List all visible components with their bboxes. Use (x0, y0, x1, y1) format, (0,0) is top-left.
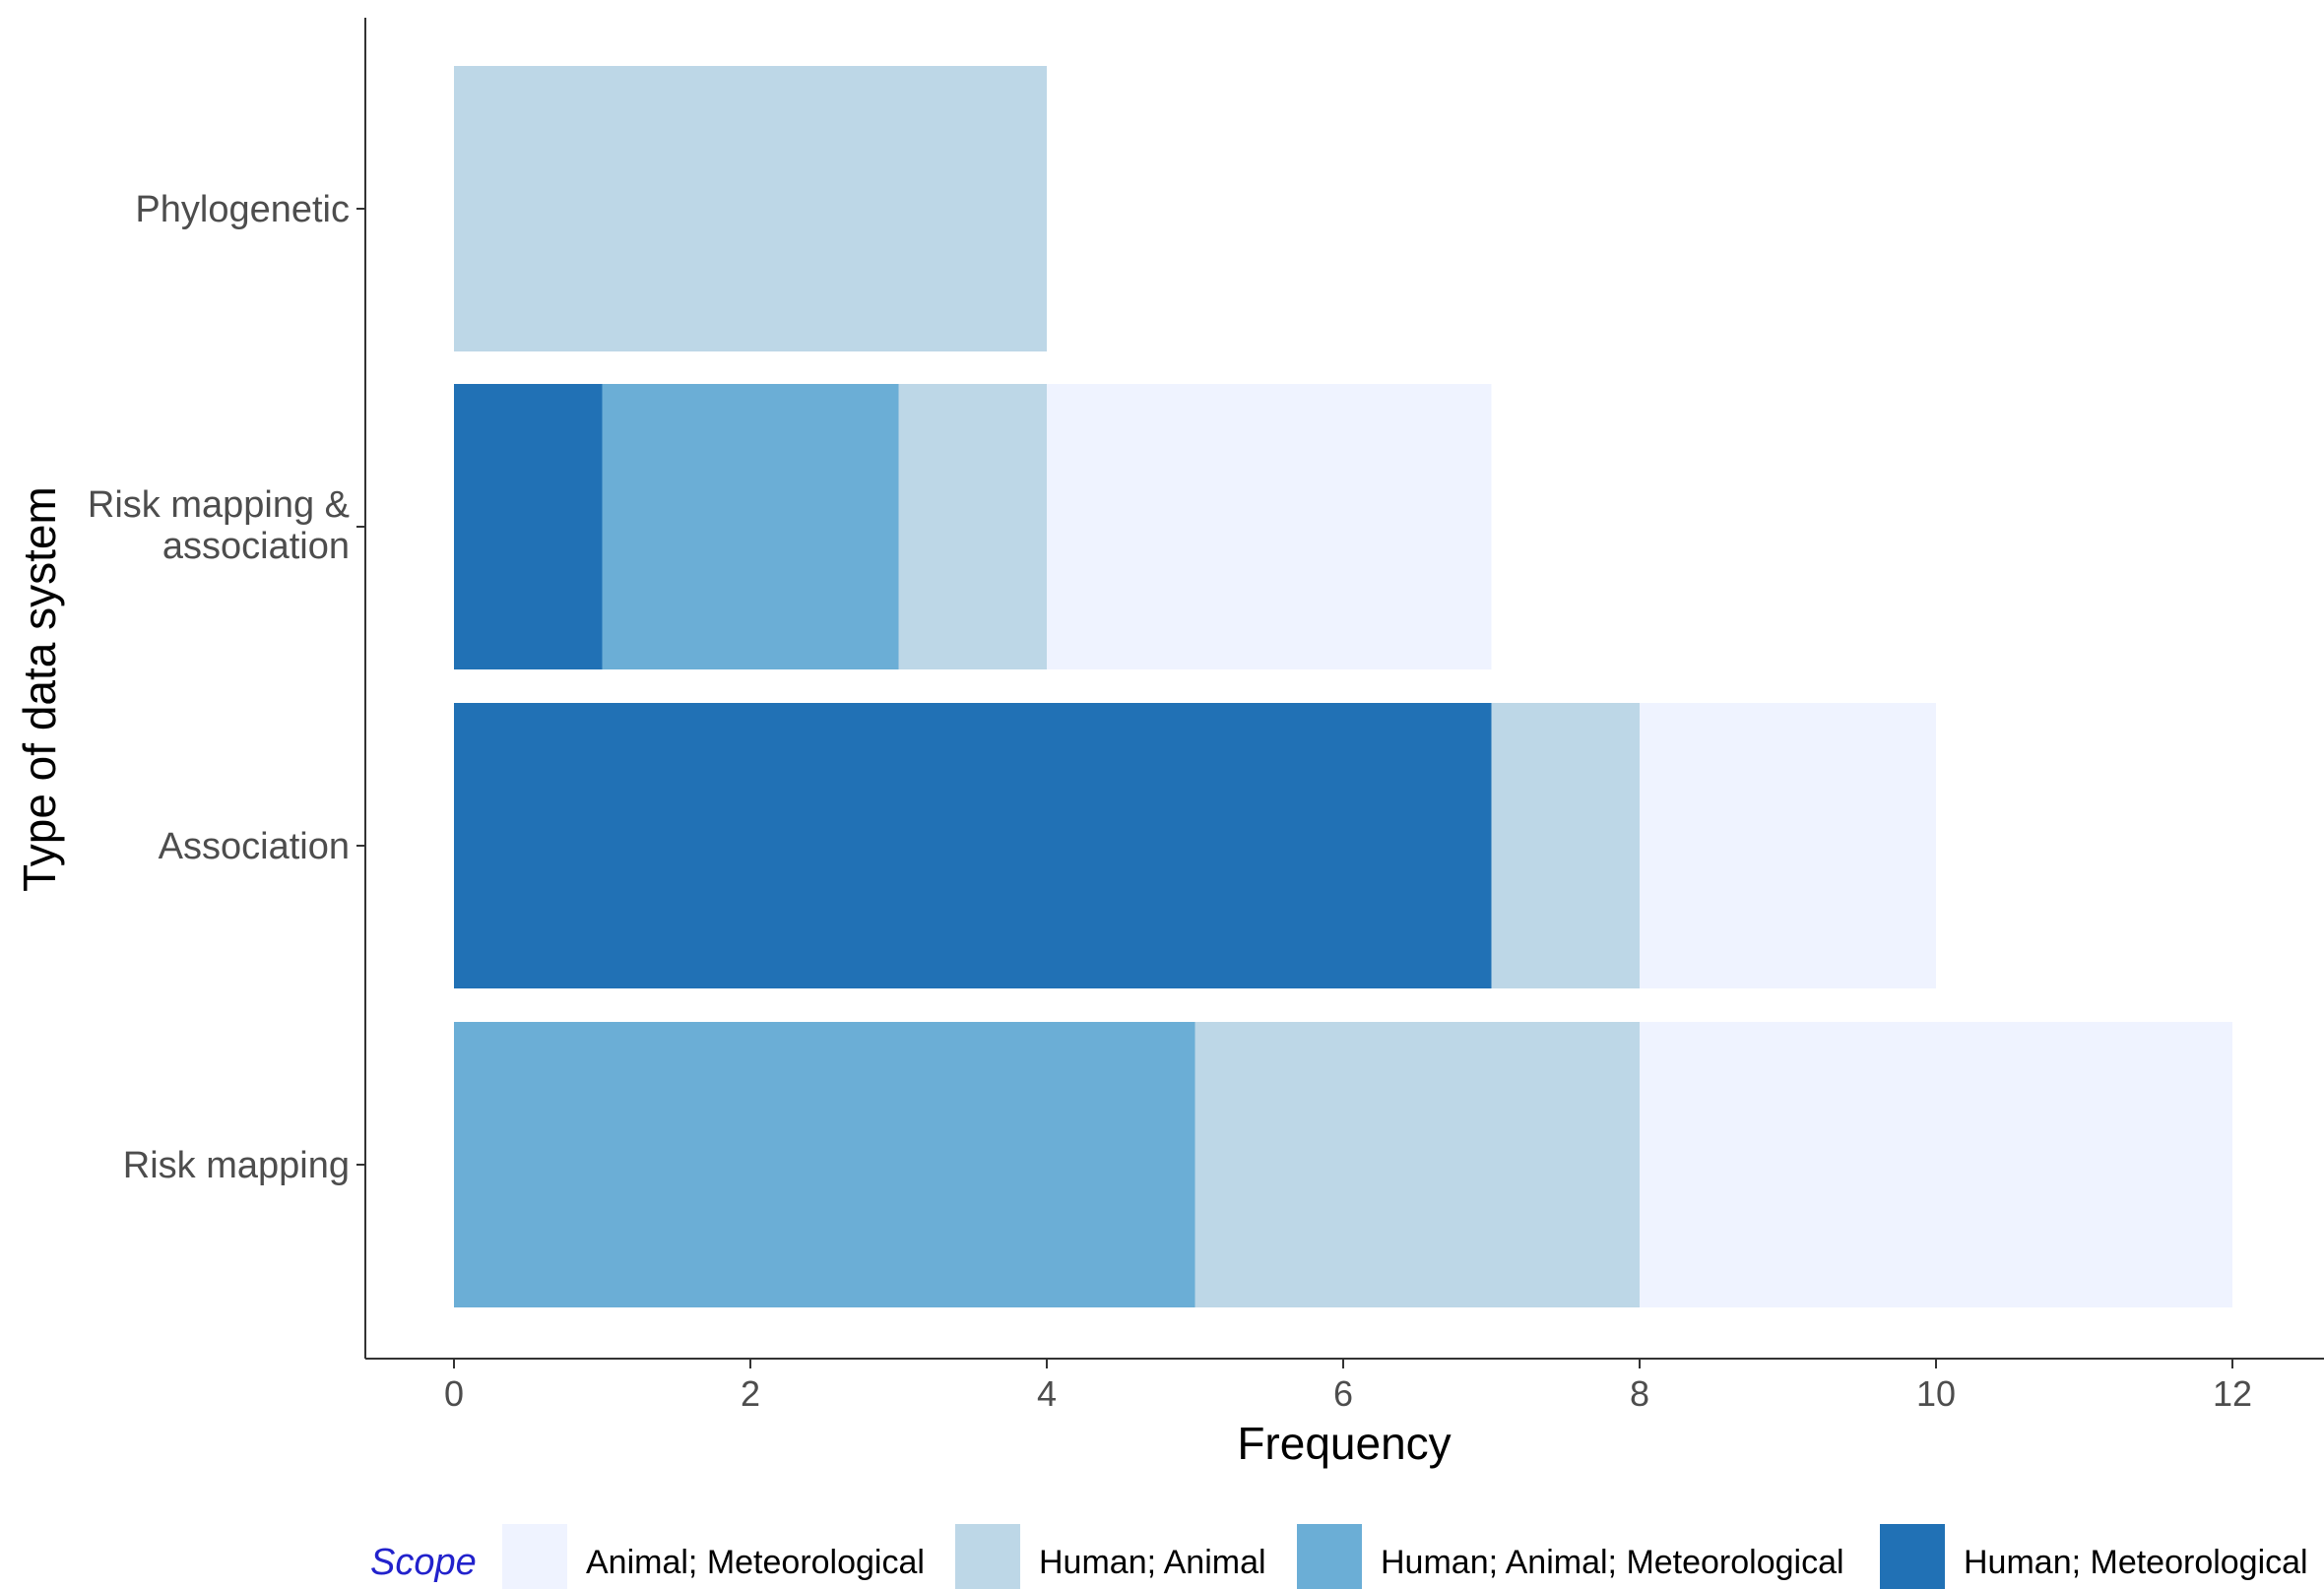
bar-segment (454, 384, 603, 669)
y-axis-title: Type of data system (14, 486, 65, 892)
y-tick-label: Phylogenetic (135, 189, 350, 230)
bar-segment (1047, 384, 1492, 669)
x-tick-label: 10 (1916, 1373, 1956, 1414)
legend: Scope Animal; Meteorological Human; Anima… (370, 1524, 2308, 1589)
y-tick-label-line: Risk mapping & (88, 484, 350, 526)
legend-title: Scope (370, 1542, 477, 1583)
bar-segment (454, 1022, 1195, 1307)
bar-segment (454, 66, 1047, 351)
x-tick-label: 4 (1037, 1373, 1057, 1414)
y-ticks-layer: Phylogenetic Risk mapping & association Ass… (88, 189, 365, 1186)
bar-segment (1194, 1022, 1640, 1307)
legend-label: Human; Animal; Meteorological (1381, 1544, 1844, 1581)
y-tick-label: Risk mapping & association (88, 484, 350, 567)
legend-key (1297, 1524, 1362, 1589)
x-tick-label: 6 (1333, 1373, 1353, 1414)
legend-label: Animal; Meteorological (586, 1544, 925, 1581)
legend-key (502, 1524, 567, 1589)
bar-segment (454, 703, 1492, 988)
bar-segment (1640, 703, 1936, 988)
y-tick-label-line: association (162, 526, 350, 567)
y-tick-label: Risk mapping (123, 1145, 350, 1186)
x-ticks-layer: 0 2 4 6 8 10 12 (444, 1359, 2252, 1414)
x-tick-label: 12 (2213, 1373, 2252, 1414)
bar-segment (1491, 703, 1640, 988)
bar-segment (602, 384, 899, 669)
axes-layer (364, 18, 2324, 1360)
bars-layer (454, 66, 2232, 1307)
bar-segment (1640, 1022, 2232, 1307)
x-tick-label: 2 (741, 1373, 760, 1414)
legend-label: Human; Meteorological (1964, 1544, 2308, 1581)
bar-segment (898, 384, 1047, 669)
x-tick-label: 0 (444, 1373, 464, 1414)
legend-key (1880, 1524, 1945, 1589)
x-axis-title: Frequency (1237, 1418, 1451, 1469)
legend-label: Human; Animal (1039, 1544, 1266, 1581)
legend-key (955, 1524, 1020, 1589)
x-tick-label: 8 (1630, 1373, 1649, 1414)
y-tick-label: Association (159, 826, 350, 867)
